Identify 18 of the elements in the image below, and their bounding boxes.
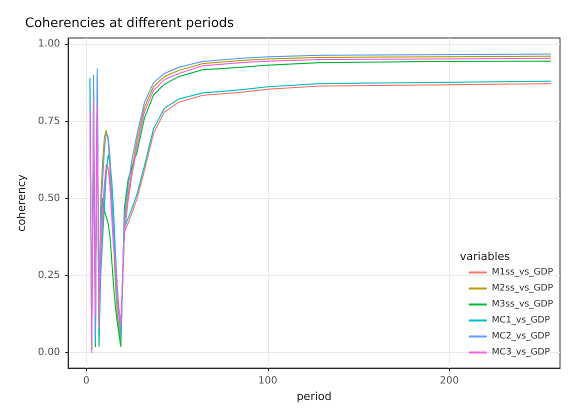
legend-label: MC2_vs_GDP	[492, 332, 550, 342]
y-tick-label: 1.00	[38, 38, 60, 50]
legend-label: MC3_vs_GDP	[492, 348, 550, 358]
chart-title: Coherencies at different periods	[25, 16, 234, 31]
y-tick-label: 0.25	[38, 270, 60, 282]
y-tick-label: 0.50	[38, 192, 60, 204]
legend-label: MC1_vs_GDP	[492, 316, 550, 326]
y-tick-label: 0.75	[38, 116, 60, 127]
legend-label: M3ss_vs_GDP	[492, 300, 554, 310]
y-axis-title: coherency	[15, 174, 28, 232]
x-tick-label: 0	[83, 376, 90, 387]
x-tick-label: 200	[440, 376, 459, 387]
legend-label: M2ss_vs_GDP	[492, 284, 554, 294]
x-axis-title: period	[296, 390, 332, 403]
y-tick-label: 0.00	[38, 347, 60, 358]
legend-label: M1ss_vs_GDP	[492, 268, 554, 278]
x-tick-label: 100	[258, 376, 278, 387]
legend-title: variables	[460, 250, 510, 263]
